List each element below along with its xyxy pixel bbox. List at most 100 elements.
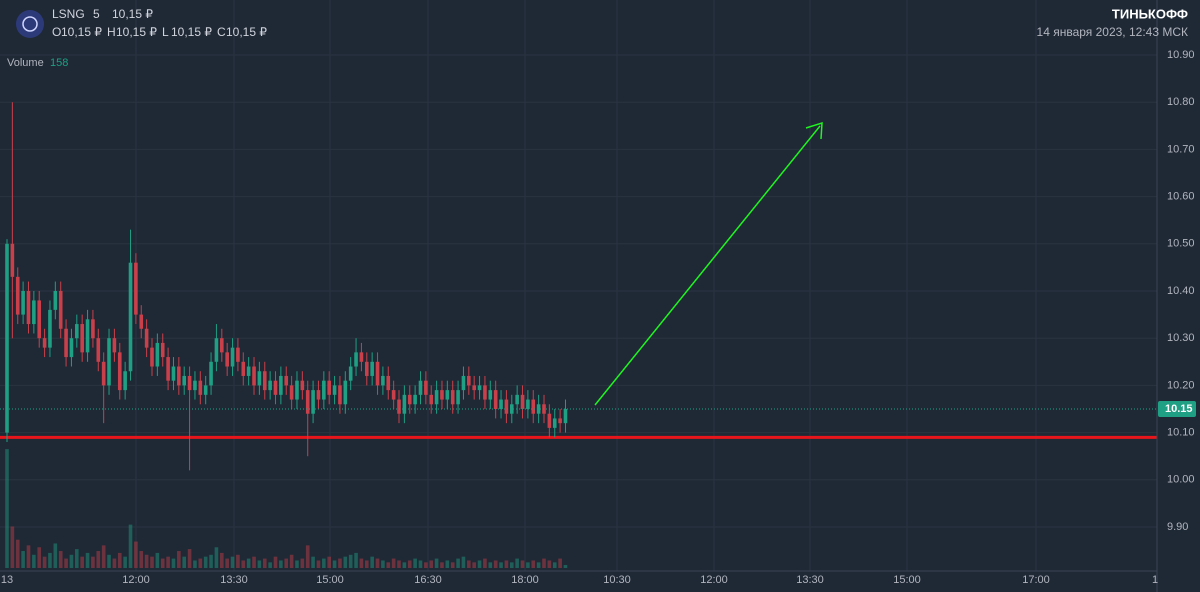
candle-body (424, 380, 428, 395)
volume-bar (58, 551, 63, 568)
volume-bar (262, 558, 267, 568)
candle-body (434, 390, 439, 405)
candle-body (279, 375, 283, 395)
candle-body (450, 390, 455, 405)
volume-bar (348, 554, 353, 568)
x-tick-label: 1 (1152, 574, 1158, 586)
x-tick-label: 16:30 (414, 574, 442, 586)
volume-bar (48, 552, 52, 568)
volume-bar (273, 556, 278, 568)
volume-bar (21, 551, 25, 568)
volume-bar (155, 552, 160, 568)
volume-bar (42, 556, 47, 568)
candle-body (311, 390, 315, 414)
price: 10,15 ₽ (112, 7, 153, 21)
candle-body (359, 352, 364, 362)
candle-body (5, 243, 9, 433)
candle-body (193, 380, 197, 391)
candle-body (563, 409, 568, 424)
volume-bar (225, 558, 229, 568)
volume-bar (531, 560, 536, 568)
candle-body (418, 380, 423, 395)
volume-bar (268, 562, 272, 568)
volume-bar (327, 556, 331, 568)
volume-bar (472, 562, 476, 568)
x-tick-label: 17:00 (1022, 574, 1050, 586)
volume-bar (316, 560, 321, 568)
candle-body (338, 385, 342, 405)
candle-body (327, 380, 331, 395)
candle-body (214, 338, 219, 362)
candle-body (15, 276, 20, 315)
volume-bar (418, 560, 423, 568)
volume-bar (69, 554, 74, 568)
volume-bar (493, 560, 498, 568)
brand: ТИНЬКОФФ (1112, 6, 1188, 21)
candle-body (198, 380, 203, 395)
volume-bar (289, 554, 294, 568)
candle-body (241, 361, 246, 376)
candle-body (343, 380, 348, 405)
volume-bar (91, 556, 95, 568)
candle-body (91, 319, 95, 339)
y-tick-label: 10.20 (1167, 379, 1195, 391)
candle-body (472, 385, 476, 391)
interval: 5 (93, 7, 100, 21)
candle-body (305, 390, 310, 414)
candle-body (48, 309, 52, 348)
grid (0, 0, 1157, 571)
volume-bar (37, 547, 42, 568)
volume-bar (144, 554, 149, 568)
volume-bar (407, 560, 412, 568)
candle-body (477, 385, 482, 391)
candle-body (32, 300, 36, 325)
ohlc-value: 10,15 ₽ (171, 25, 212, 39)
volume-bar (101, 545, 106, 568)
candle-body (386, 375, 391, 391)
candle-body (552, 418, 557, 428)
volume-bar (499, 562, 503, 568)
candle-body (381, 375, 385, 386)
volume-bar (445, 560, 450, 568)
volume-bar (381, 560, 385, 568)
volume-last: 158 (50, 57, 68, 69)
last-price-box (1158, 401, 1196, 417)
x-tick-label: 13:30 (796, 574, 824, 586)
volume-bar (26, 545, 31, 568)
x-tick-label: 15:00 (893, 574, 921, 586)
candle-body (117, 352, 122, 391)
candle-body (504, 399, 509, 414)
volume-bar (252, 556, 256, 568)
volume-bar (542, 558, 546, 568)
ohlc-header: O 10,15 ₽ H 10,15 ₽ L 10,15 ₽ C 10,15 ₽ (52, 25, 267, 39)
candle-body (488, 390, 493, 400)
candle-body (187, 375, 192, 391)
volume-bar (182, 556, 187, 568)
x-tick-label: 13:30 (220, 574, 248, 586)
volume-bar (536, 562, 541, 568)
candle-body (413, 394, 417, 405)
candle-body (225, 352, 229, 367)
volume-bar (391, 558, 396, 568)
volume-bar (230, 556, 235, 568)
volume-bar (171, 558, 176, 568)
candle-body (171, 366, 176, 381)
y-tick-label: 10.50 (1167, 238, 1195, 250)
candle-body (80, 324, 84, 353)
volume-bar (53, 543, 58, 568)
volume-bar (504, 560, 509, 568)
volume-bar (520, 560, 525, 568)
datetime: 14 января 2023, 12:43 МСК (1037, 25, 1188, 39)
volume-bar (322, 558, 326, 568)
candle-body (370, 361, 374, 376)
ohlc-key: C (217, 25, 226, 39)
candle-body (332, 385, 337, 395)
volume-bar (558, 558, 562, 568)
candle-body (429, 394, 434, 405)
candle-body (547, 413, 552, 428)
y-tick-label: 10.70 (1167, 143, 1195, 155)
candle-body (101, 361, 106, 386)
volume-bar (429, 560, 434, 568)
